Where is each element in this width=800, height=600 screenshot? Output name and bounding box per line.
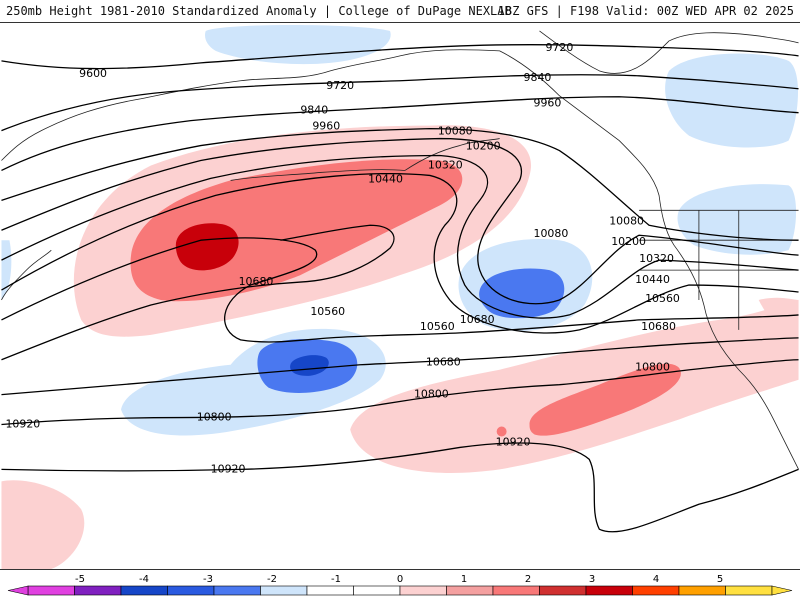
header-bar: 250mb Height 1981-2010 Standardized Anom… — [0, 0, 800, 22]
colorbar-swatch — [74, 585, 122, 596]
colorbar-swatch — [492, 585, 540, 596]
colorbar-tick-label: -5 — [75, 574, 85, 585]
contour-label: 10440 — [635, 273, 670, 286]
contour-label: 10320 — [428, 158, 463, 171]
contour-label: 10680 — [460, 313, 495, 326]
contour-label: 10080 — [438, 125, 473, 138]
colorbar-swatch — [446, 585, 494, 596]
contour-label: 9960 — [312, 120, 340, 133]
colorbar-swatch — [353, 585, 401, 596]
contour-label: 9840 — [300, 104, 328, 117]
colorbar-tick-label: 3 — [589, 574, 595, 585]
colorbar-swatch — [399, 585, 447, 596]
colorbar-swatch — [539, 585, 587, 596]
colorbar-tick-label: 5 — [717, 574, 723, 585]
colorbar-tick-label: -1 — [331, 574, 341, 585]
colorbar-high-arrow — [771, 585, 793, 596]
colorbar-tick-label: -4 — [139, 574, 149, 585]
colorbar-swatch — [260, 585, 308, 596]
colorbar-tick-label: 4 — [653, 574, 659, 585]
colorbar-tick-label: 0 — [397, 574, 403, 585]
contour-label: 10920 — [5, 418, 40, 431]
colorbar-tick-label: 2 — [525, 574, 531, 585]
colorbar-tick-label: -2 — [267, 574, 277, 585]
contour-label: 10920 — [496, 435, 531, 448]
negative-anomaly-dark — [290, 355, 329, 376]
colorbar-swatch — [306, 585, 354, 596]
contour-label: 10680 — [641, 320, 676, 333]
colorbar-swatch — [27, 585, 75, 596]
contour-label: 9720 — [545, 41, 573, 54]
colorbar-swatch — [585, 585, 633, 596]
contour-label: 9600 — [79, 67, 107, 80]
colorbar-low-arrow — [7, 585, 29, 596]
contour-label: 10680 — [239, 275, 274, 288]
contour-label: 10680 — [426, 356, 461, 369]
colorbar-swatch — [678, 585, 726, 596]
colorbar-swatch — [120, 585, 168, 596]
contour-label: 9960 — [534, 97, 562, 110]
contour-label: 10200 — [611, 235, 646, 248]
colorbar-legend: -5 -4 -3 -2 -1 0 1 2 3 4 5 — [7, 574, 793, 596]
positive-anomaly-dark — [175, 223, 239, 271]
colorbar-tick-label: 1 — [461, 574, 467, 585]
colorbar-swatch — [725, 585, 773, 596]
contour-label: 9720 — [326, 79, 354, 92]
model-run-info: 18Z GFS | F198 Valid: 00Z WED APR 02 202… — [497, 4, 794, 18]
contour-label: 10560 — [310, 305, 345, 318]
contour-label: 10920 — [211, 462, 246, 475]
contour-label: 10560 — [645, 292, 680, 305]
contour-label: 10800 — [414, 388, 449, 401]
contour-label: 10800 — [197, 411, 232, 424]
contour-label: 10080 — [609, 214, 644, 227]
colorbar-swatches — [7, 585, 793, 596]
contour-labels: 9600 9720 9720 9840 9840 9960 9960 10080… — [5, 41, 680, 475]
map-panel: 9600 9720 9720 9840 9840 9960 9960 10080… — [0, 22, 800, 570]
contour-label: 10800 — [635, 361, 670, 374]
contour-label: 10200 — [466, 140, 501, 153]
colorbar-tick-labels: -5 -4 -3 -2 -1 0 1 2 3 4 5 — [75, 574, 723, 585]
contour-label: 10440 — [368, 172, 403, 185]
contour-label: 10560 — [420, 320, 455, 333]
contour-label: 10080 — [534, 227, 569, 240]
colorbar-tick-label: -3 — [203, 574, 213, 585]
colorbar-swatch — [213, 585, 261, 596]
contour-label: 10320 — [639, 252, 674, 265]
colorbar-swatch — [167, 585, 215, 596]
colorbar-swatch — [632, 585, 680, 596]
height-contours — [1, 44, 799, 533]
contour-label: 9840 — [524, 71, 552, 84]
map-title: 250mb Height 1981-2010 Standardized Anom… — [6, 4, 512, 18]
